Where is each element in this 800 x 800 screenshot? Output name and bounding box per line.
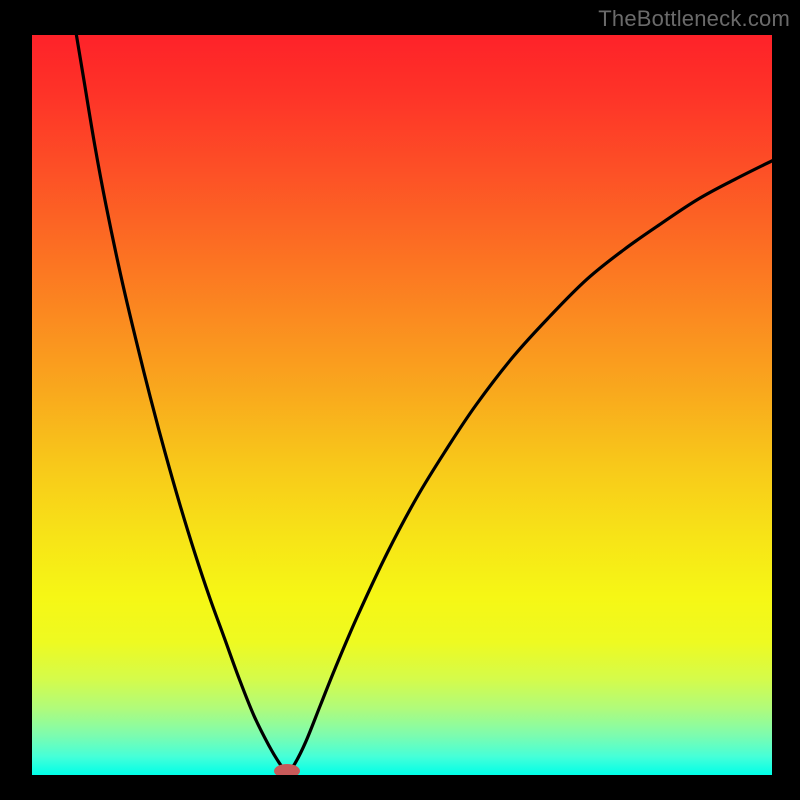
plot-area <box>32 35 772 775</box>
bottleneck-curve <box>32 35 772 775</box>
watermark-text: TheBottleneck.com <box>598 6 790 32</box>
optimum-marker <box>274 764 300 775</box>
